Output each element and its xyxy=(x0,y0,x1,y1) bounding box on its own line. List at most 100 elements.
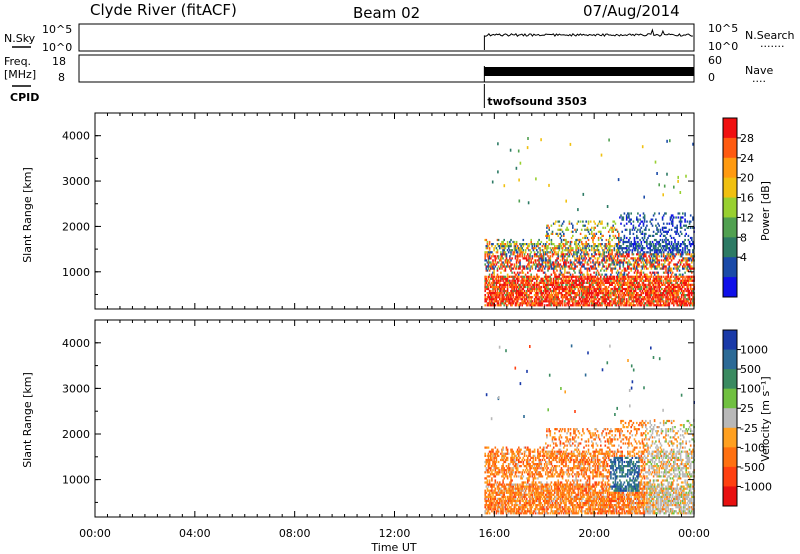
range-cell xyxy=(546,304,548,307)
range-cell xyxy=(492,304,494,307)
range-cell xyxy=(509,245,511,248)
range-cell xyxy=(505,487,508,490)
range-cell xyxy=(679,261,682,264)
range-cell xyxy=(501,483,503,486)
range-cell xyxy=(490,304,492,307)
range-cell xyxy=(546,300,548,303)
range-cell xyxy=(510,289,512,293)
range-cell xyxy=(665,259,667,262)
range-cell xyxy=(561,247,564,250)
range-cell xyxy=(643,216,646,219)
range-cell xyxy=(509,285,511,289)
range-cell xyxy=(513,300,516,303)
range-cell xyxy=(676,226,678,229)
range-cell xyxy=(510,475,512,478)
range-cell xyxy=(533,277,536,280)
range-cell xyxy=(519,263,521,266)
range-cell xyxy=(647,283,649,286)
range-cell xyxy=(491,450,493,453)
range-cell xyxy=(536,265,538,268)
range-cell xyxy=(688,222,691,225)
range-cell xyxy=(612,234,614,237)
range-cell xyxy=(594,249,596,252)
range-cell xyxy=(529,253,531,256)
range-cell xyxy=(643,236,646,240)
range-cell xyxy=(677,240,680,244)
range-cell xyxy=(501,510,503,513)
range-cell xyxy=(658,304,660,307)
range-cell xyxy=(652,263,655,266)
range-cell xyxy=(521,302,523,305)
range-cell xyxy=(584,234,586,237)
range-cell xyxy=(589,228,592,231)
range-cell xyxy=(679,285,682,289)
range-cell xyxy=(515,296,518,299)
range-cell xyxy=(490,294,492,297)
range-cell xyxy=(673,294,675,297)
range-cell xyxy=(612,224,614,227)
range-cell xyxy=(522,489,525,492)
range-cell xyxy=(594,243,596,246)
range-cell xyxy=(552,289,555,293)
range-cell xyxy=(636,243,638,246)
range-cell xyxy=(564,267,566,270)
range-cell xyxy=(507,292,510,295)
range-cell xyxy=(634,275,637,278)
range-cell xyxy=(657,222,659,225)
range-cell xyxy=(689,298,692,301)
range-cell xyxy=(573,296,575,299)
range-cell xyxy=(506,275,509,278)
range-cell xyxy=(554,222,556,225)
nsky-right-tick-high: 10^5 xyxy=(708,22,738,35)
range-cell xyxy=(645,265,647,268)
range-cell xyxy=(628,240,630,244)
range-cell xyxy=(582,263,584,266)
range-cell xyxy=(551,247,554,250)
range-cell xyxy=(583,263,585,266)
range-cell xyxy=(522,512,525,515)
range-cell xyxy=(504,281,507,284)
range-cell xyxy=(514,255,517,258)
range-cell xyxy=(536,300,538,303)
range-cell xyxy=(582,298,584,301)
range-cell xyxy=(527,283,529,286)
range-cell xyxy=(484,446,486,449)
range-cell xyxy=(692,298,694,301)
range-cell xyxy=(545,277,547,280)
range-cell xyxy=(627,281,629,284)
range-cell xyxy=(519,502,521,505)
range-cell xyxy=(511,473,513,476)
range-cell xyxy=(612,275,614,278)
range-cell xyxy=(597,236,600,240)
range-cell xyxy=(662,300,665,303)
range-cell xyxy=(623,259,626,262)
range-cell xyxy=(607,289,610,293)
range-cell xyxy=(533,283,536,286)
range-cell xyxy=(556,285,558,289)
range-cell xyxy=(584,243,586,246)
range-cell xyxy=(676,304,678,307)
range-cell xyxy=(604,255,607,258)
range-cell xyxy=(627,249,629,252)
range-cell xyxy=(687,226,690,229)
range-cell xyxy=(506,495,509,498)
range-cell xyxy=(591,236,593,240)
range-cell xyxy=(656,300,658,303)
range-cell xyxy=(650,265,653,268)
range-cell xyxy=(494,456,497,459)
range-cell xyxy=(572,267,574,270)
range-cell xyxy=(570,230,573,233)
range-cell xyxy=(658,275,660,278)
range-cell xyxy=(611,245,613,248)
range-cell xyxy=(645,275,647,278)
range-cell xyxy=(524,493,527,496)
range-cell xyxy=(600,296,602,299)
range-cell xyxy=(522,287,525,291)
range-cell xyxy=(639,296,641,299)
range-cell xyxy=(641,259,644,262)
range-cell xyxy=(671,253,674,256)
range-cell xyxy=(492,469,494,472)
range-cell xyxy=(515,454,518,457)
range-cell xyxy=(528,289,530,293)
range-cell xyxy=(486,287,489,291)
